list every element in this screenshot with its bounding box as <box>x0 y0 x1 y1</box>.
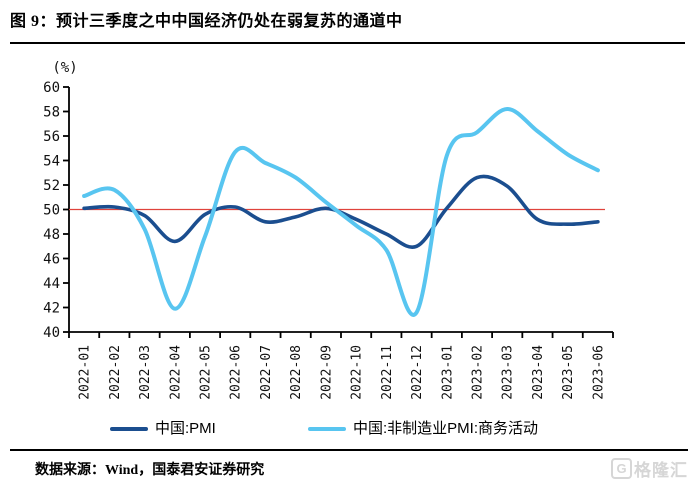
x-axis-tick-label: 2022-11 <box>380 345 395 400</box>
legend-label-pmi: 中国:PMI <box>155 420 216 437</box>
legend-label-nonmfg-pmi: 中国:非制造业PMI:商务活动 <box>353 420 539 437</box>
y-axis-tick-label: 58 <box>43 105 60 121</box>
x-axis-tick-label: 2022-02 <box>108 345 123 400</box>
gelonghui-watermark-text: 格隆汇 <box>634 461 688 480</box>
x-axis-tick-label: 2022-10 <box>350 345 365 400</box>
nonmfg-pmi-line-swatch <box>308 427 346 431</box>
gelonghui-watermark: G 格隆汇 <box>611 456 688 481</box>
y-axis-tick-label: 54 <box>43 154 60 170</box>
x-axis-tick-label: 2023-05 <box>561 345 576 400</box>
nonmfg-pmi-series-line <box>82 106 600 317</box>
x-axis-tick-label: 2023-03 <box>501 345 516 400</box>
pmi-line-swatch <box>110 427 148 431</box>
y-axis-tick-label: 50 <box>43 203 60 219</box>
y-axis-unit-label: (%) <box>52 60 77 76</box>
y-axis-tick-label: 52 <box>43 178 60 194</box>
y-axis-tick-label: 46 <box>43 252 60 268</box>
y-axis-tick-label: 40 <box>43 325 60 341</box>
pmi-line-chart: 40 42 44 46 48 50 52 54 56 58 60 (%) 2022-01 2022-02 2… <box>43 60 614 400</box>
x-axis-tick-label: 2023-06 <box>591 345 606 400</box>
y-axis-tick-label: 56 <box>43 129 60 145</box>
legend-item-pmi: 中国:PMI <box>110 419 216 439</box>
x-axis-tick-label: 2022-12 <box>410 345 425 400</box>
x-axis-tick-label: 2023-04 <box>531 345 546 400</box>
y-axis-tick-label: 48 <box>43 227 60 243</box>
y-axis-tick-label: 44 <box>43 276 60 292</box>
figure-title: 图 9：预计三季度之中中国经济仍处在弱复苏的通道中 <box>10 13 403 30</box>
top-divider <box>10 42 685 44</box>
bottom-divider <box>10 449 688 451</box>
x-axis-tick-label: 2022-05 <box>199 345 214 400</box>
x-axis-tick-label: 2022-04 <box>168 345 183 400</box>
gelonghui-logo-icon: G <box>611 458 632 479</box>
x-axis-tick-label: 2023-01 <box>440 345 455 400</box>
x-axis-tick-label: 2022-03 <box>138 345 153 400</box>
y-axis-tick-label: 42 <box>43 301 60 317</box>
y-axis-tick-label: 60 <box>43 80 60 96</box>
x-axis-tick-label: 2022-07 <box>259 345 274 400</box>
x-axis-tick-label: 2023-02 <box>471 345 486 400</box>
x-axis-tick-label: 2022-09 <box>319 345 334 400</box>
x-axis-tick-label: 2022-08 <box>289 345 304 400</box>
legend-item-nonmfg-pmi: 中国:非制造业PMI:商务活动 <box>308 419 538 439</box>
data-source: 数据来源：Wind，国泰君安证券研究 <box>35 463 265 478</box>
x-axis-tick-label: 2022-01 <box>78 345 93 400</box>
x-axis-tick-label: 2022-06 <box>229 345 244 400</box>
